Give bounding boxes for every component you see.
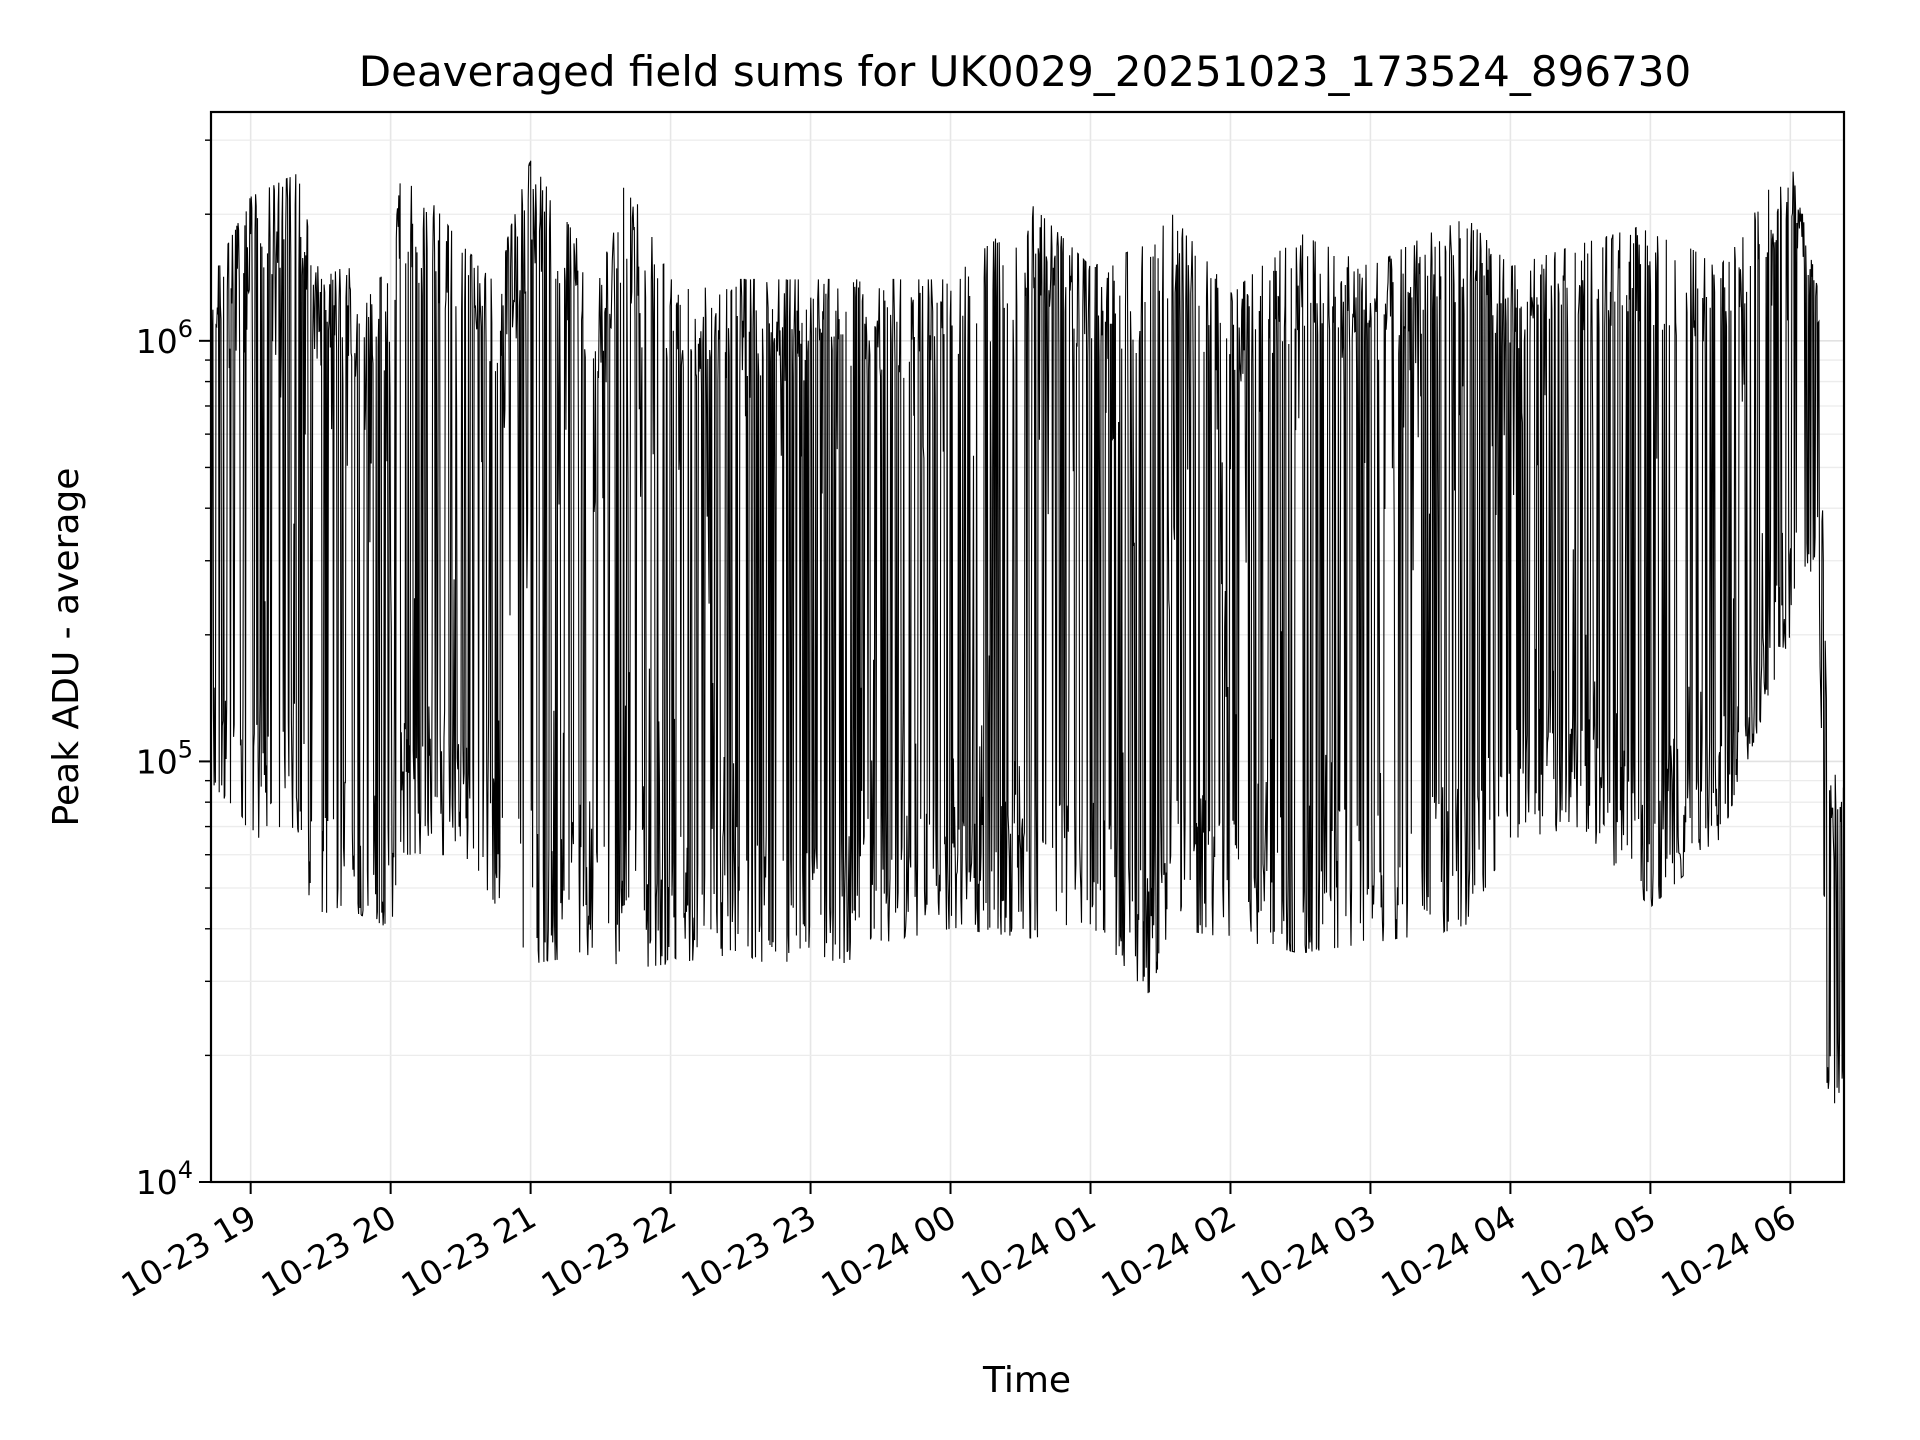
y-tick-label: 104 xyxy=(136,1156,193,1202)
x-axis-label: Time xyxy=(982,1360,1071,1401)
plot-frame xyxy=(209,110,1846,1184)
y-axis: 104 105 106 xyxy=(136,139,211,1202)
chart-title: Deaveraged field sums for UK0029_2025102… xyxy=(359,47,1691,96)
y-axis-label: Peak ADU - average xyxy=(46,468,87,827)
series-layer xyxy=(210,160,1845,1104)
y-tick-label: 105 xyxy=(136,735,193,781)
y-tick-label: 106 xyxy=(136,315,193,361)
series-line xyxy=(210,160,1845,1104)
